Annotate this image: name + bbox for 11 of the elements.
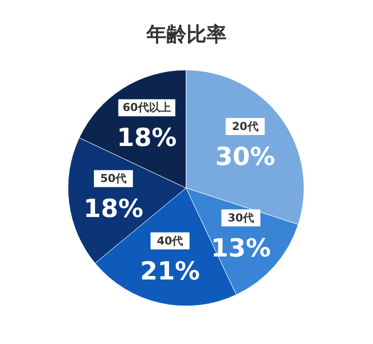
- data-label: 21%: [140, 256, 200, 286]
- chart-title: 年齢比率: [146, 22, 226, 46]
- slice-label: 40代: [156, 234, 184, 248]
- slice-label: 60代以上: [122, 101, 171, 114]
- slice-label: 50代: [100, 172, 127, 186]
- data-label: 30%: [215, 142, 276, 171]
- data-label: 18%: [116, 123, 177, 152]
- data-label: 13%: [210, 233, 271, 262]
- data-label: 18%: [83, 194, 144, 224]
- slice-label: 20代: [232, 120, 258, 133]
- slice-label: 30代: [228, 211, 254, 224]
